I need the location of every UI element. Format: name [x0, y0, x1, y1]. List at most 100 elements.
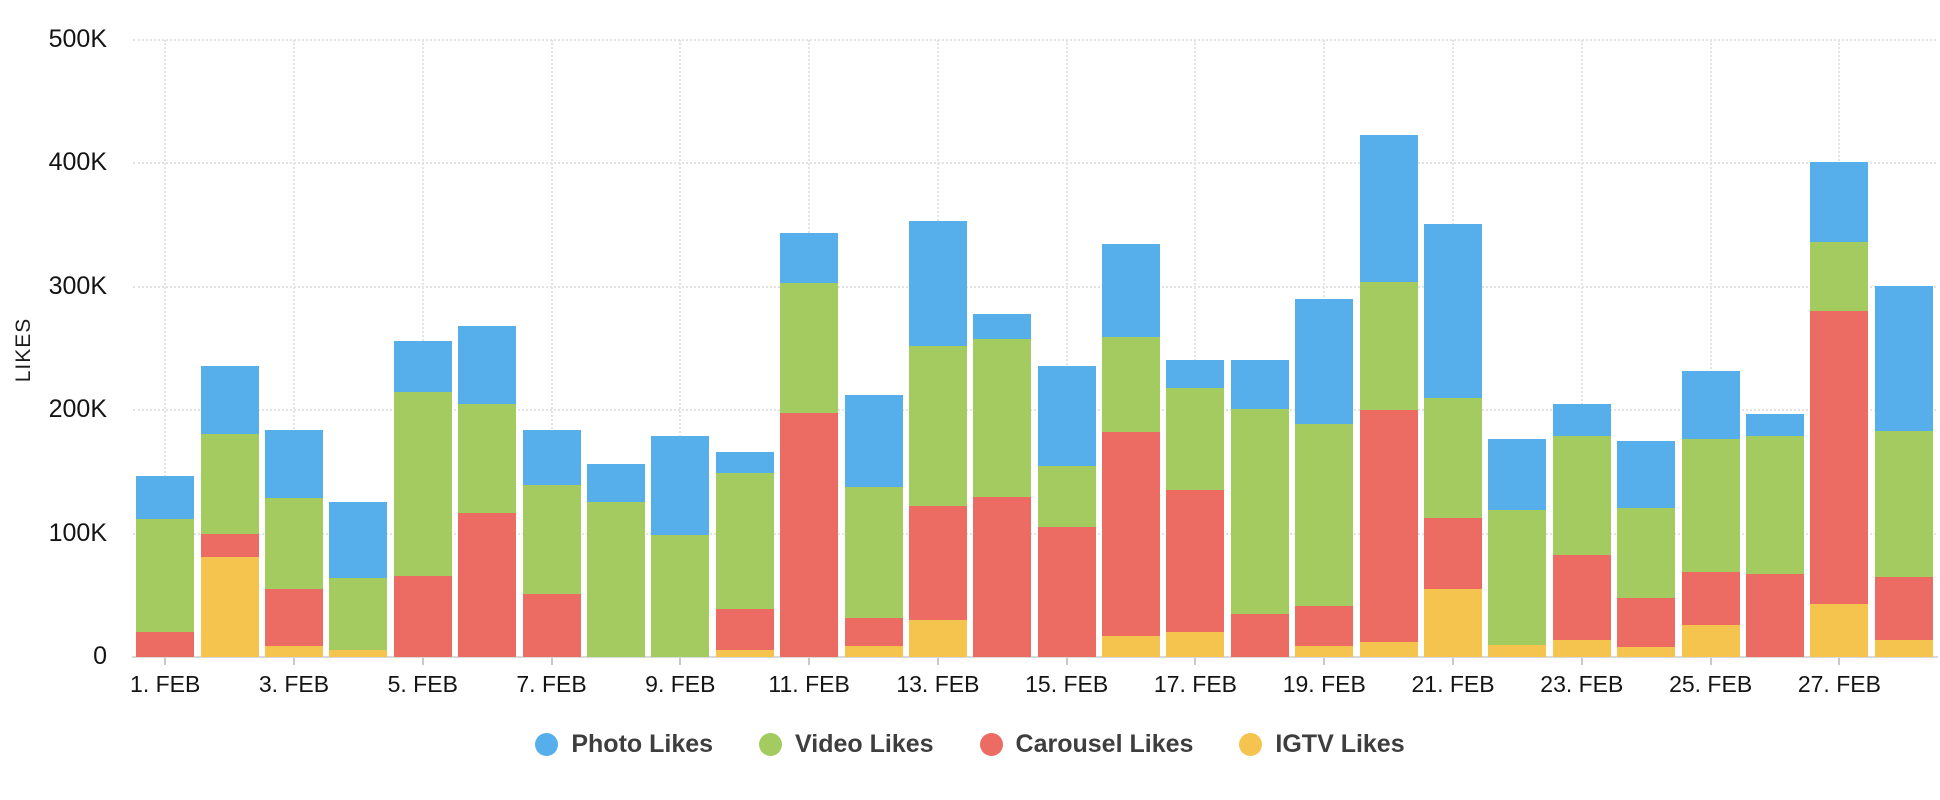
bar-segment-igtv-likes-day-4[interactable]	[329, 649, 388, 657]
bar-segment-video-likes-day-11[interactable]	[780, 283, 839, 413]
bar-segment-carousel-likes-day-21[interactable]	[1424, 517, 1483, 590]
bar-segment-photo-likes-day-21[interactable]	[1424, 223, 1483, 398]
bar-segment-photo-likes-day-9[interactable]	[651, 436, 710, 535]
bar-segment-igtv-likes-day-12[interactable]	[844, 645, 903, 657]
bar-segment-carousel-likes-day-7[interactable]	[522, 594, 581, 657]
bar-segment-photo-likes-day-18[interactable]	[1230, 359, 1289, 409]
legend-item-photo-likes[interactable]: Photo Likes	[535, 730, 713, 759]
bar-segment-igtv-likes-day-25[interactable]	[1681, 624, 1740, 657]
bar-segment-photo-likes-day-10[interactable]	[715, 452, 774, 474]
bar-segment-video-likes-day-9[interactable]	[651, 534, 710, 657]
bar-segment-video-likes-day-2[interactable]	[200, 433, 259, 534]
bar-segment-video-likes-day-8[interactable]	[586, 501, 645, 657]
bar-segment-video-likes-day-21[interactable]	[1424, 397, 1483, 518]
bar-segment-photo-likes-day-11[interactable]	[780, 232, 839, 284]
bar-segment-carousel-likes-day-12[interactable]	[844, 617, 903, 646]
bar-segment-carousel-likes-day-27[interactable]	[1810, 311, 1869, 604]
bar-segment-video-likes-day-7[interactable]	[522, 485, 581, 595]
bar-segment-igtv-likes-day-16[interactable]	[1102, 636, 1161, 657]
bar-segment-igtv-likes-day-23[interactable]	[1552, 639, 1611, 657]
bar-segment-carousel-likes-day-20[interactable]	[1359, 410, 1418, 643]
bar-segment-video-likes-day-19[interactable]	[1295, 423, 1354, 607]
bar-segment-photo-likes-day-6[interactable]	[458, 326, 517, 405]
bar-segment-video-likes-day-24[interactable]	[1617, 507, 1676, 598]
bar-segment-carousel-likes-day-2[interactable]	[200, 533, 259, 558]
bar-segment-photo-likes-day-25[interactable]	[1681, 370, 1740, 439]
bar-segment-carousel-likes-day-17[interactable]	[1166, 490, 1225, 633]
bar-segment-igtv-likes-day-20[interactable]	[1359, 642, 1418, 657]
bar-segment-video-likes-day-22[interactable]	[1488, 510, 1547, 645]
bar-segment-photo-likes-day-2[interactable]	[200, 365, 259, 434]
bar-segment-photo-likes-day-20[interactable]	[1359, 135, 1418, 282]
bar-segment-carousel-likes-day-23[interactable]	[1552, 554, 1611, 640]
bar-segment-video-likes-day-18[interactable]	[1230, 408, 1289, 614]
bar-segment-photo-likes-day-1[interactable]	[136, 475, 195, 519]
bar-segment-video-likes-day-26[interactable]	[1746, 436, 1805, 575]
bar-segment-video-likes-day-23[interactable]	[1552, 436, 1611, 555]
bar-segment-photo-likes-day-17[interactable]	[1166, 359, 1225, 388]
bar-segment-carousel-likes-day-26[interactable]	[1746, 574, 1805, 657]
bar-segment-carousel-likes-day-18[interactable]	[1230, 613, 1289, 657]
bar-segment-photo-likes-day-26[interactable]	[1746, 413, 1805, 437]
bar-segment-igtv-likes-day-10[interactable]	[715, 649, 774, 657]
bar-segment-photo-likes-day-19[interactable]	[1295, 299, 1354, 424]
bar-segment-video-likes-day-12[interactable]	[844, 486, 903, 618]
bar-segment-carousel-likes-day-3[interactable]	[264, 589, 323, 646]
bar-segment-video-likes-day-14[interactable]	[973, 338, 1032, 497]
bar-segment-igtv-likes-day-17[interactable]	[1166, 632, 1225, 657]
bar-segment-carousel-likes-day-25[interactable]	[1681, 571, 1740, 625]
bar-segment-video-likes-day-17[interactable]	[1166, 387, 1225, 491]
bar-segment-igtv-likes-day-22[interactable]	[1488, 644, 1547, 657]
bar-segment-photo-likes-day-15[interactable]	[1037, 365, 1096, 466]
bar-segment-video-likes-day-16[interactable]	[1102, 337, 1161, 433]
bar-segment-video-likes-day-15[interactable]	[1037, 465, 1096, 528]
bar-segment-igtv-likes-day-19[interactable]	[1295, 645, 1354, 657]
bar-segment-carousel-likes-day-14[interactable]	[973, 496, 1032, 657]
bar-segment-photo-likes-day-7[interactable]	[522, 429, 581, 486]
bar-segment-igtv-likes-day-2[interactable]	[200, 557, 259, 657]
bar-segment-video-likes-day-1[interactable]	[136, 518, 195, 633]
bar-segment-igtv-likes-day-28[interactable]	[1874, 639, 1933, 657]
bar-segment-photo-likes-day-4[interactable]	[329, 501, 388, 579]
bar-segment-igtv-likes-day-24[interactable]	[1617, 647, 1676, 657]
bar-segment-carousel-likes-day-1[interactable]	[136, 632, 195, 657]
bar-segment-video-likes-day-27[interactable]	[1810, 242, 1869, 312]
bar-segment-video-likes-day-4[interactable]	[329, 578, 388, 650]
bar-segment-video-likes-day-25[interactable]	[1681, 438, 1740, 572]
bar-segment-carousel-likes-day-15[interactable]	[1037, 527, 1096, 657]
bar-segment-igtv-likes-day-21[interactable]	[1424, 589, 1483, 657]
bar-segment-photo-likes-day-28[interactable]	[1874, 285, 1933, 432]
bar-segment-carousel-likes-day-24[interactable]	[1617, 597, 1676, 648]
legend-item-igtv-likes[interactable]: IGTV Likes	[1239, 730, 1405, 759]
bar-segment-photo-likes-day-3[interactable]	[264, 429, 323, 498]
bar-segment-carousel-likes-day-16[interactable]	[1102, 432, 1161, 637]
bar-segment-photo-likes-day-8[interactable]	[586, 464, 645, 502]
bar-segment-video-likes-day-3[interactable]	[264, 497, 323, 590]
bar-segment-photo-likes-day-14[interactable]	[973, 313, 1032, 339]
bar-segment-carousel-likes-day-11[interactable]	[780, 412, 839, 657]
bar-segment-video-likes-day-5[interactable]	[393, 391, 452, 576]
bar-segment-video-likes-day-10[interactable]	[715, 473, 774, 609]
bar-segment-photo-likes-day-13[interactable]	[908, 221, 967, 347]
bar-segment-carousel-likes-day-5[interactable]	[393, 575, 452, 657]
bar-segment-carousel-likes-day-6[interactable]	[458, 512, 517, 657]
bar-segment-carousel-likes-day-10[interactable]	[715, 608, 774, 650]
bar-segment-carousel-likes-day-13[interactable]	[908, 506, 967, 620]
bar-segment-video-likes-day-28[interactable]	[1874, 431, 1933, 577]
bar-segment-photo-likes-day-5[interactable]	[393, 341, 452, 392]
bar-segment-igtv-likes-day-27[interactable]	[1810, 603, 1869, 657]
legend-item-video-likes[interactable]: Video Likes	[759, 730, 934, 759]
bar-segment-photo-likes-day-27[interactable]	[1810, 162, 1869, 243]
bar-segment-video-likes-day-20[interactable]	[1359, 281, 1418, 411]
bar-segment-carousel-likes-day-19[interactable]	[1295, 606, 1354, 646]
bar-segment-carousel-likes-day-28[interactable]	[1874, 576, 1933, 640]
bar-segment-photo-likes-day-22[interactable]	[1488, 438, 1547, 511]
legend-item-carousel-likes[interactable]: Carousel Likes	[979, 730, 1193, 759]
bar-segment-video-likes-day-13[interactable]	[908, 346, 967, 507]
bar-segment-photo-likes-day-16[interactable]	[1102, 243, 1161, 338]
bar-segment-video-likes-day-6[interactable]	[458, 404, 517, 513]
bar-segment-photo-likes-day-12[interactable]	[844, 395, 903, 487]
bar-segment-igtv-likes-day-13[interactable]	[908, 619, 967, 657]
bar-segment-photo-likes-day-23[interactable]	[1552, 404, 1611, 437]
bar-segment-photo-likes-day-24[interactable]	[1617, 441, 1676, 508]
